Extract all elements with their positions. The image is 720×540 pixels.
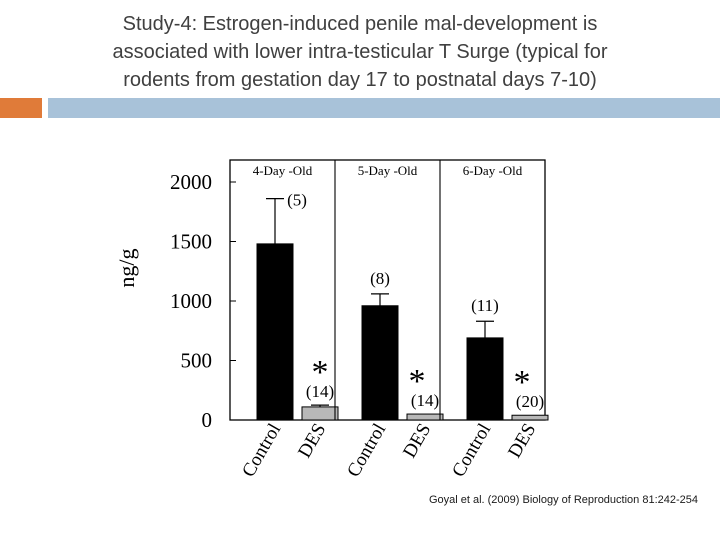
panel-title-0: 4-Day -Old bbox=[253, 163, 313, 178]
slide-title-line-1: Study-4: Estrogen-induced penile mal-dev… bbox=[122, 13, 598, 35]
citation: Goyal et al. (2009) Biology of Reproduct… bbox=[428, 494, 698, 506]
bar-0-des bbox=[301, 406, 339, 421]
y-tick-label-3: 1500 bbox=[170, 230, 212, 254]
bar-2-des bbox=[511, 414, 549, 421]
panel-title-1: 5-Day -Old bbox=[358, 163, 418, 178]
significance-asterisk-1: * bbox=[409, 363, 426, 400]
n-label-1-des: (14) bbox=[411, 391, 439, 410]
panel-title-2: 6-Day -Old bbox=[463, 163, 523, 178]
n-label-0-des: (14) bbox=[306, 382, 334, 401]
bar-1-des bbox=[406, 413, 444, 421]
slide-title-line-2: associated with lower intra-testicular T… bbox=[112, 41, 608, 63]
accent-bar-blue bbox=[48, 98, 720, 118]
significance-asterisk-0: * bbox=[312, 354, 329, 391]
category-label-0-des: DES bbox=[294, 420, 330, 462]
n-label-2-des: (20) bbox=[516, 392, 544, 411]
bar-0-control bbox=[256, 243, 294, 421]
bar-1-control bbox=[361, 305, 399, 421]
slide-title-line-3: rodents from gestation day 17 to postnat… bbox=[123, 69, 597, 91]
y-tick-label-2: 1000 bbox=[170, 289, 212, 313]
category-label-0-control: Control bbox=[238, 420, 285, 481]
bar-2-control bbox=[466, 337, 504, 421]
category-label-2-des: DES bbox=[504, 420, 540, 462]
category-label-1-control: Control bbox=[343, 420, 390, 481]
y-tick-label-4: 2000 bbox=[170, 170, 212, 194]
category-label-2-control: Control bbox=[448, 420, 495, 481]
significance-asterisk-2: * bbox=[514, 364, 531, 401]
slide-title: Study-4: Estrogen-induced penile mal-dev… bbox=[30, 10, 690, 94]
n-label-2-control: (11) bbox=[471, 296, 499, 315]
y-axis-label: ng/g bbox=[114, 248, 139, 287]
n-label-0-control: (5) bbox=[287, 191, 307, 210]
y-tick-label-0: 0 bbox=[202, 408, 213, 432]
category-label-1-des: DES bbox=[399, 420, 435, 462]
y-tick-label-1: 500 bbox=[181, 349, 213, 373]
n-label-1-control: (8) bbox=[370, 269, 390, 288]
accent-bar-orange bbox=[0, 98, 42, 118]
